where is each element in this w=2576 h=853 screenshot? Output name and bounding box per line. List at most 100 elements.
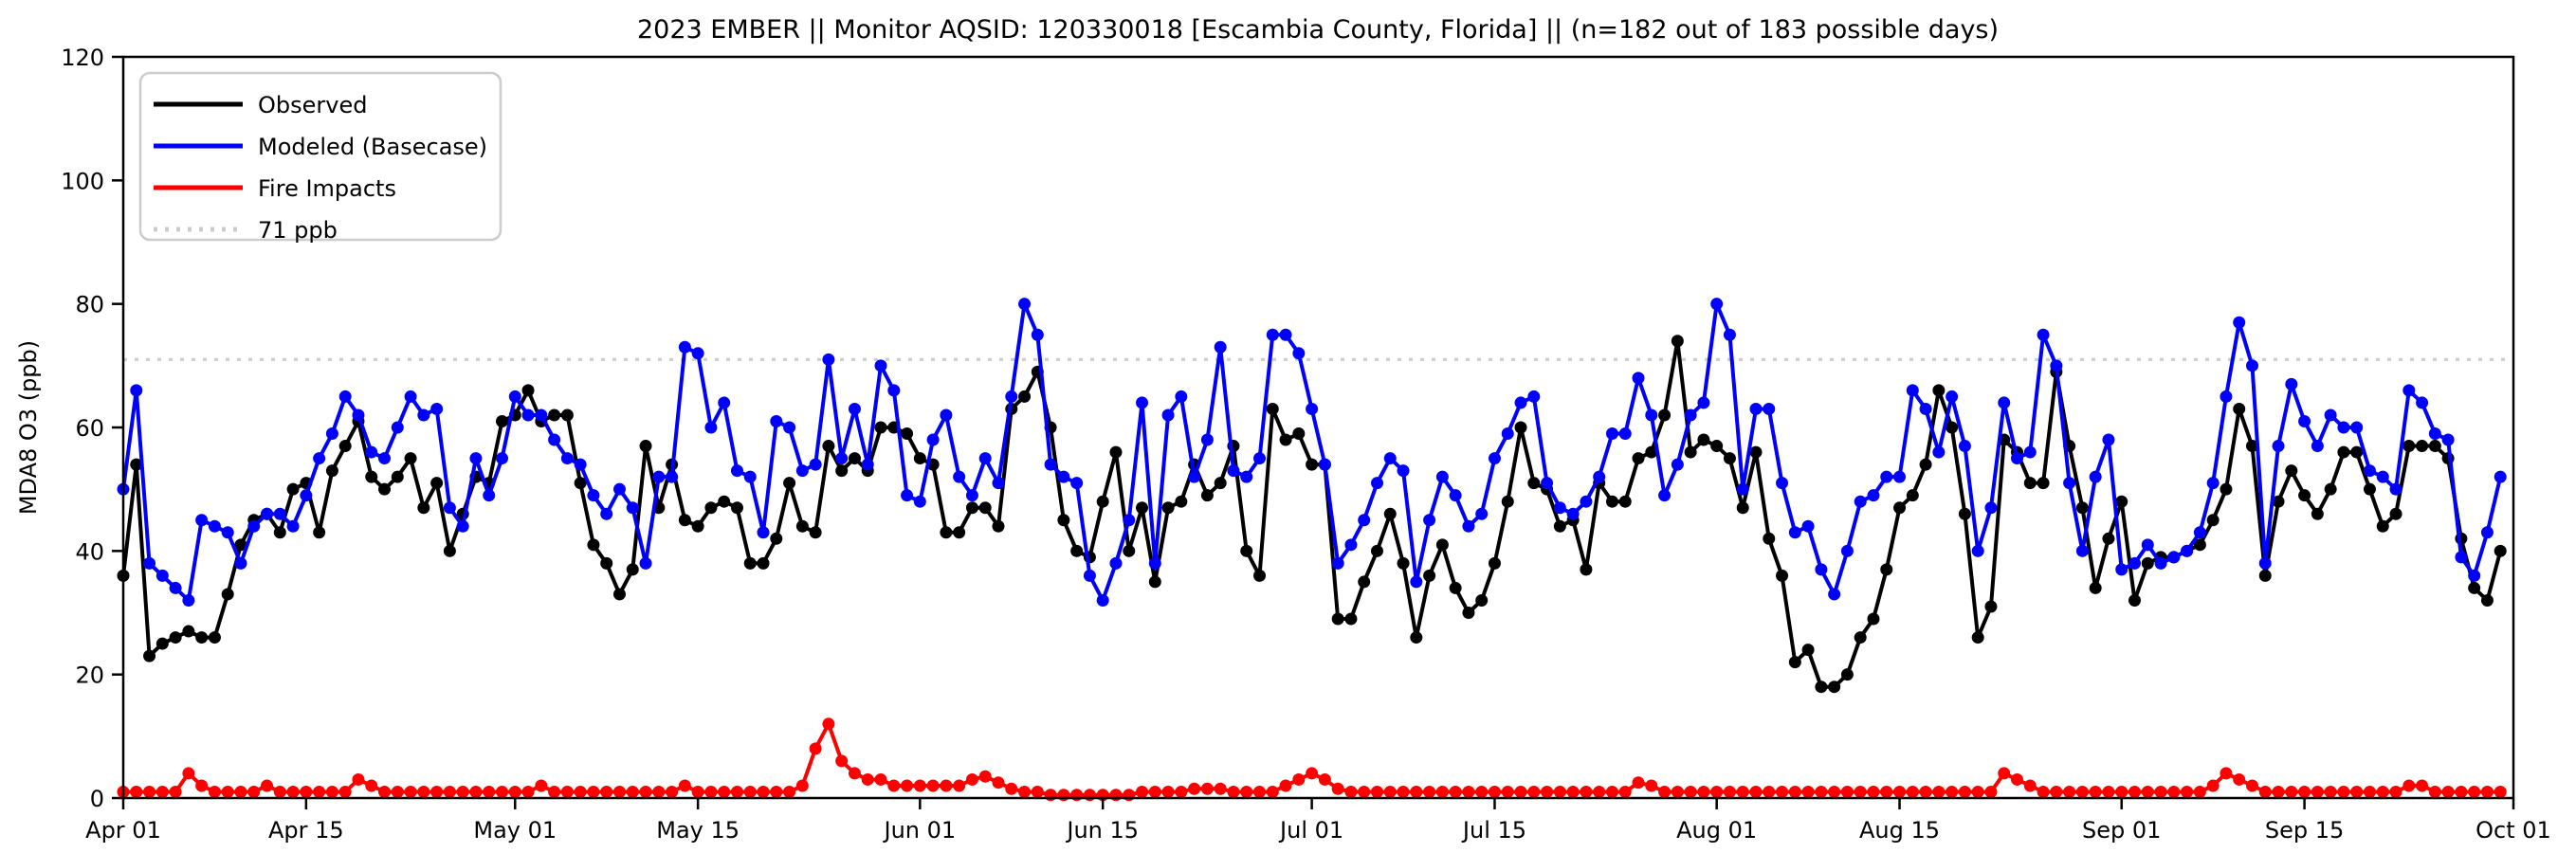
data-point: [574, 477, 587, 490]
data-point: [1893, 501, 1907, 515]
data-point: [1005, 390, 1018, 403]
data-point: [130, 384, 143, 397]
data-point: [443, 544, 456, 557]
data-point: [2402, 384, 2416, 397]
data-point: [901, 427, 914, 441]
data-point: [1998, 767, 2011, 780]
data-point: [1358, 785, 1371, 798]
data-point: [2220, 390, 2233, 403]
data-point: [1096, 593, 1109, 607]
data-point: [1370, 544, 1383, 557]
x-tick-label: Jun 15: [1065, 817, 1139, 844]
data-point: [770, 414, 783, 427]
data-point: [2324, 785, 2337, 798]
data-point: [1527, 785, 1541, 798]
data-point: [2102, 532, 2115, 545]
data-point: [1175, 390, 1188, 403]
data-point: [378, 482, 392, 496]
data-point: [2324, 408, 2337, 422]
data-point: [1514, 785, 1527, 798]
x-tick-label: May 15: [656, 817, 740, 844]
data-point: [1658, 785, 1672, 798]
data-point: [1697, 785, 1710, 798]
data-point: [652, 470, 666, 483]
data-point: [2193, 785, 2206, 798]
data-point: [953, 470, 966, 483]
data-point: [169, 631, 182, 644]
data-point: [560, 408, 574, 422]
data-point: [1410, 785, 1423, 798]
data-point: [626, 501, 639, 515]
data-point: [2128, 785, 2141, 798]
data-point: [548, 785, 561, 798]
data-point: [365, 445, 378, 459]
data-point: [1462, 785, 1475, 798]
data-point: [1801, 644, 1815, 657]
data-point: [2075, 544, 2089, 557]
data-point: [2115, 563, 2128, 576]
data-point: [483, 489, 496, 502]
data-point: [1580, 495, 1593, 508]
data-point: [940, 526, 953, 539]
data-point: [325, 427, 338, 441]
data-point: [1044, 789, 1057, 802]
data-point: [953, 779, 966, 792]
data-point: [2389, 507, 2402, 520]
data-point: [2285, 785, 2298, 798]
data-point: [155, 569, 169, 582]
data-point: [2141, 538, 2154, 552]
data-point: [1671, 335, 1684, 348]
data-point: [2154, 785, 2167, 798]
data-point: [2245, 440, 2258, 453]
data-point: [1083, 789, 1096, 802]
data-point: [2128, 556, 2141, 570]
data-point: [1893, 470, 1907, 483]
data-point: [2037, 328, 2050, 341]
data-point: [404, 390, 417, 403]
chart-title: 2023 EMBER || Monitor AQSID: 120330018 […: [637, 15, 1999, 45]
data-point: [1005, 782, 1018, 795]
data-point: [666, 470, 679, 483]
data-point: [130, 785, 143, 798]
data-point: [2324, 482, 2337, 496]
data-point: [574, 785, 587, 798]
data-point: [1449, 785, 1462, 798]
data-point: [1867, 612, 1880, 626]
data-point: [1815, 785, 1828, 798]
data-point: [600, 785, 613, 798]
data-point: [2468, 581, 2481, 594]
data-point: [1906, 384, 1919, 397]
data-point: [208, 631, 221, 644]
y-tick-label: 20: [75, 662, 104, 689]
data-point: [1801, 519, 1815, 533]
data-point: [1828, 588, 1841, 601]
data-point: [1776, 785, 1789, 798]
data-point: [1344, 612, 1358, 626]
data-point: [2089, 581, 2102, 594]
y-tick-label: 0: [90, 786, 104, 812]
data-point: [848, 767, 861, 780]
x-tick-label: Jul 01: [1278, 817, 1343, 844]
data-point: [1318, 772, 1331, 786]
x-tick-label: Sep 01: [2082, 817, 2161, 844]
legend: Observed Modeled (Basecase) Fire Impacts 71…: [138, 71, 502, 244]
data-point: [1776, 569, 1789, 582]
data-point: [1031, 328, 1044, 341]
data-point: [2115, 785, 2128, 798]
data-point: [2233, 316, 2246, 329]
data-point: [1279, 779, 1292, 792]
data-point: [1358, 575, 1371, 589]
data-point: [1449, 489, 1462, 502]
data-point: [1370, 477, 1383, 490]
data-point: [313, 526, 326, 539]
data-point: [417, 785, 430, 798]
data-point: [2206, 779, 2220, 792]
data-point: [155, 637, 169, 650]
data-point: [1292, 427, 1306, 441]
data-point: [378, 785, 392, 798]
data-point: [1383, 452, 1397, 465]
data-point: [143, 785, 156, 798]
data-point: [2376, 785, 2389, 798]
data-point: [1840, 668, 1854, 681]
data-point: [874, 359, 887, 372]
